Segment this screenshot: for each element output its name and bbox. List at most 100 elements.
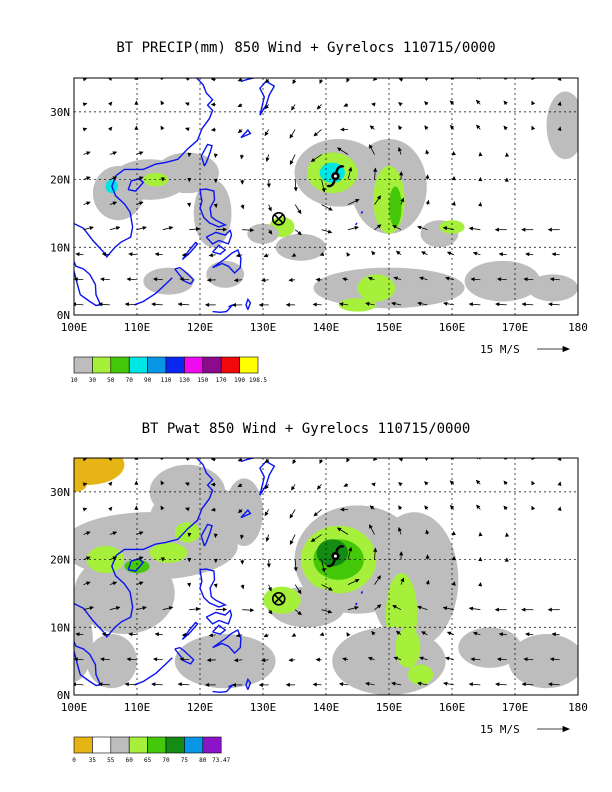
wind-arrow — [505, 532, 510, 537]
longitude-label: 100E — [61, 701, 88, 714]
wind-arrow — [551, 632, 560, 637]
shading-contour — [149, 542, 188, 563]
legend-swatch — [128, 736, 148, 754]
shading-contour — [263, 586, 301, 614]
legend-label: 35 — [89, 757, 97, 764]
wind-arrow — [468, 226, 481, 231]
wind-arrow — [208, 633, 216, 638]
wind-arrow — [496, 657, 507, 662]
wind-arrow — [400, 577, 405, 585]
wind-arrow — [264, 104, 269, 110]
wind-arrow — [475, 479, 481, 485]
wind-arrow — [338, 682, 349, 687]
wind-arrow — [369, 505, 375, 510]
coastline — [240, 78, 254, 83]
legend-swatch — [184, 356, 204, 374]
wind-arrow — [557, 126, 562, 131]
wind-arrow — [392, 225, 402, 231]
shading-contour — [124, 559, 150, 574]
wind-arrow — [240, 534, 245, 540]
wind-arrow — [237, 458, 243, 462]
wind-arrow — [83, 151, 91, 156]
longitude-label: 170E — [502, 321, 529, 334]
wind-arrow — [424, 101, 429, 106]
wind-arrow — [369, 125, 375, 130]
wind-arrow — [478, 176, 483, 182]
wind-arrow — [449, 480, 455, 485]
wind-arrow — [265, 154, 270, 162]
wind-arrow — [128, 252, 137, 257]
coastline — [212, 629, 242, 654]
coastline — [245, 677, 252, 690]
wind-arrow — [83, 606, 94, 611]
shading-layer — [92, 91, 578, 312]
wind-vectors — [74, 78, 562, 307]
shading-contour — [508, 634, 578, 689]
wind-arrow — [495, 302, 507, 307]
wind-arrow — [134, 505, 139, 510]
wind-arrow — [289, 534, 296, 545]
shading-contour — [225, 478, 263, 547]
wind-arrow — [213, 558, 218, 564]
reference-arrow — [537, 345, 571, 353]
wind-arrow — [210, 482, 216, 487]
shading-contour — [395, 627, 421, 668]
wind-arrow — [397, 526, 402, 535]
wind-arrow — [99, 657, 110, 662]
wind-arrow — [152, 657, 163, 662]
wind-arrow — [417, 301, 428, 306]
wind-arrow — [391, 301, 402, 306]
wind-arrow — [400, 197, 405, 205]
wind-arrow — [503, 100, 508, 106]
wind-arrow — [233, 278, 243, 283]
wind-arrow — [268, 229, 273, 235]
wind-arrow — [523, 277, 534, 282]
wind-arrow — [242, 228, 255, 233]
wind-arrow — [498, 632, 507, 637]
wind-arrow — [266, 179, 271, 188]
coastline — [240, 509, 252, 519]
legend-label: 198.5 — [249, 377, 267, 384]
wind-arrow — [136, 201, 144, 206]
wind-arrow — [184, 482, 190, 487]
wind-arrow — [521, 227, 534, 232]
wind-arrow — [391, 681, 402, 686]
wind-arrow — [531, 125, 536, 131]
wind-arrow — [478, 582, 483, 587]
wind-arrow — [310, 154, 322, 162]
wind-arrow — [126, 277, 137, 282]
wind-arrow — [342, 657, 349, 662]
wind-arrow — [371, 250, 376, 256]
shading-contour — [193, 179, 232, 248]
wind-arrow — [108, 481, 113, 487]
wind-arrow — [321, 559, 326, 573]
wind-arrow — [451, 201, 456, 206]
wind-arrow — [557, 481, 562, 486]
wind-arrow — [424, 505, 429, 510]
wind-arrow — [336, 527, 349, 535]
legend-label: 50 — [107, 377, 115, 384]
wind-arrow — [151, 302, 163, 307]
wind-arrow — [154, 632, 163, 637]
wind-arrow — [265, 458, 270, 464]
wind-arrow — [312, 302, 322, 307]
wind-arrow — [261, 278, 269, 283]
wind-arrow — [98, 682, 110, 687]
legend-label: 0 — [72, 757, 76, 764]
wind-arrow — [179, 657, 190, 662]
wind-arrow — [398, 102, 403, 107]
top-panel-title: BT PRECIP(mm) 850 Wind + Gyrelocs 110715… — [116, 40, 496, 56]
shading-contour — [206, 260, 245, 288]
longitude-label: 170E — [502, 701, 529, 714]
wind-arrow — [313, 129, 322, 137]
wind-arrow — [425, 529, 430, 535]
coastline-layer — [74, 78, 364, 314]
wind-arrow — [204, 302, 216, 307]
wind-arrow — [494, 607, 507, 612]
wind-arrow — [347, 226, 359, 231]
wind-arrow — [374, 195, 381, 205]
coastline — [127, 178, 145, 192]
wind-arrow — [446, 631, 455, 636]
wind-arrow — [346, 632, 351, 637]
wind-arrow — [531, 480, 536, 486]
